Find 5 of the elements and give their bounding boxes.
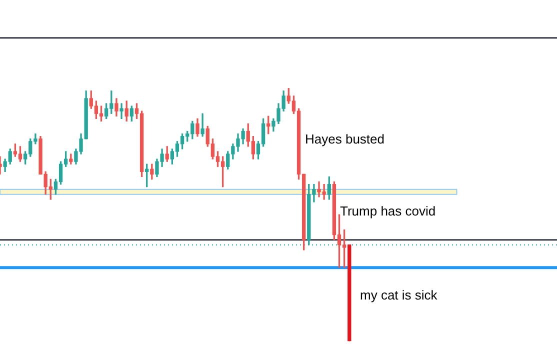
annotation: Hayes busted [305,132,384,147]
candlestick [120,103,124,119]
annotation: my cat is sick [360,288,438,303]
candlestick [200,113,204,137]
annotation: Trump has covid [340,204,436,219]
